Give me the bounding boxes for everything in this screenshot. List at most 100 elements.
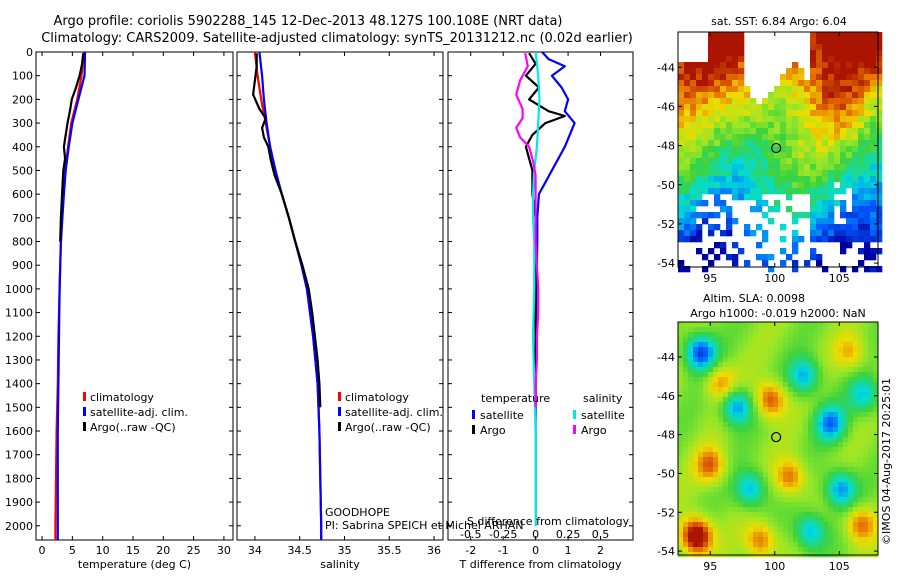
y-tick-label: 0 (26, 46, 33, 59)
legend-label: satellite-adj. clim. (90, 406, 188, 419)
series-line-temperature-argo (524, 52, 566, 408)
series-line-climatology (253, 51, 323, 540)
s-tick-label: 0.5 (592, 528, 610, 541)
x-tick-label: -2 (465, 544, 476, 557)
legend-swatch (573, 410, 576, 419)
x-tick-label: 0 (39, 544, 46, 557)
s-tick-label: -0.25 (489, 528, 517, 541)
temperature-panel: 0 5 10 15 20 25 30 temperature (deg C) 0 100 200 30… (5, 46, 234, 571)
argo-float-marker (771, 431, 782, 443)
s-tick-label: 0 (532, 528, 539, 541)
plot-frame (35, 51, 234, 541)
y-tick-label: 100 (12, 70, 33, 83)
x-axis-label: temperature (deg C) (78, 558, 191, 571)
legend-label: satellite-adj. clim. (345, 406, 443, 419)
x-tick-label: 100 (764, 272, 785, 285)
y-tick-label: -54 (657, 257, 675, 270)
imos-credit: ©IMOS 04-Aug-2017 20:25:01 (880, 378, 893, 545)
x-tick-label: 15 (126, 544, 140, 557)
y-tick-label: -50 (657, 179, 675, 192)
x-tick-label: 2 (597, 544, 604, 557)
legend-swatch (472, 410, 475, 419)
y-tick-label: -48 (657, 429, 675, 442)
x-tick-label: 35 (337, 544, 351, 557)
y-tick-label: 700 (12, 212, 33, 225)
legend-swatch (573, 425, 576, 434)
x-tick-label: 10 (96, 544, 110, 557)
y-tick-label: 300 (12, 117, 33, 130)
argo-float-marker (771, 142, 782, 154)
x-tick-label: 100 (764, 560, 785, 573)
y-tick-label: 1700 (5, 449, 33, 462)
y-tick-label: -52 (657, 506, 675, 519)
y-tick-label: -44 (657, 351, 675, 364)
x-tick-label: 34.5 (287, 544, 312, 557)
x-tick-label: -1 (498, 544, 509, 557)
x-axis-label: salinity (320, 558, 360, 571)
difference-panel: -2 -1 0 1 2T difference from climatology -0.5… (447, 51, 634, 571)
y-tick-label: -54 (657, 545, 675, 558)
series-line-argo-raw-qc- (252, 53, 322, 408)
y-tick-label: 1100 (5, 307, 33, 320)
x-tick-label: 105 (829, 560, 850, 573)
legend-label: climatology (345, 391, 409, 404)
s-axis-label: S difference from climatology (467, 515, 630, 528)
sst-cells (678, 32, 883, 273)
sla-map-subtitle: Argo h1000: -0.019 h2000: NaN (690, 307, 866, 320)
y-tick-label: -46 (657, 100, 675, 113)
y-tick-label: 600 (12, 188, 33, 201)
legend-label: Argo (480, 424, 506, 437)
x-tick-label: 0 (532, 544, 539, 557)
series-line-argo-raw-qc- (59, 53, 85, 242)
legend-swatch (472, 425, 475, 434)
legend-label: satellite (581, 409, 625, 422)
y-tick-label: 1000 (5, 283, 33, 296)
x-tick-label: 34 (248, 544, 262, 557)
x-tick-label: 25 (187, 544, 201, 557)
x-tick-label: 20 (156, 544, 170, 557)
y-tick-label: 900 (12, 259, 33, 272)
y-tick-label: 400 (12, 141, 33, 154)
x-tick-label: 105 (829, 272, 850, 285)
legend-label: Argo(..raw -QC) (345, 421, 431, 434)
y-tick-label: -46 (657, 390, 675, 403)
legend-swatch (83, 407, 86, 416)
series-line-salinity-satellite (531, 51, 541, 526)
x-tick-label: 95 (703, 560, 717, 573)
y-tick-label: 1600 (5, 425, 33, 438)
series-line-temperature-satellite (534, 51, 576, 526)
sla-map-title: Altim. SLA: 0.0098 (703, 292, 805, 305)
map-frame (677, 321, 879, 556)
pi-label: PI: Sabrina SPEICH et Michel ARHAN (325, 519, 524, 532)
y-tick-label: 1900 (5, 496, 33, 509)
y-tick-label: 1500 (5, 401, 33, 414)
figure-title-line1: Argo profile: coriolis 5902288_145 12-De… (54, 14, 563, 29)
x-tick-label: 1 (565, 544, 572, 557)
y-tick-label: -50 (657, 467, 675, 480)
sla-cells (678, 322, 879, 558)
legend-label: satellite (480, 409, 524, 422)
y-tick-label: -48 (657, 140, 675, 153)
x-tick-label: 35.5 (377, 544, 402, 557)
s-tick-label: -0.5 (460, 528, 481, 541)
x-axis-label: T difference from climatology (459, 558, 622, 571)
y-tick-label: 500 (12, 164, 33, 177)
legend-swatch (338, 392, 341, 401)
figure-title-line2: Climatology: CARS2009. Satellite-adjuste… (41, 31, 633, 46)
sst-map-title: sat. SST: 6.84 Argo: 6.04 (711, 15, 847, 28)
series-line-satellite-adj-clim- (56, 51, 87, 540)
s-tick-label: 0.25 (556, 528, 581, 541)
y-tick-label: 1300 (5, 354, 33, 367)
legend-label: Argo (581, 424, 607, 437)
project-label: GOODHOPE (325, 506, 390, 519)
y-tick-label: 800 (12, 236, 33, 249)
sla-map: 95 100 105 -44 -46 -48 -50 -52 -54 (657, 321, 879, 573)
sst-map: 95 100 105 -44 -46 -48 -50 -52 -54 (657, 31, 883, 285)
y-tick-label: -44 (657, 61, 675, 74)
x-tick-label: 5 (69, 544, 76, 557)
legend-header-temperature: temperature (481, 392, 550, 405)
plot-frame (447, 51, 634, 541)
map-frame (677, 31, 879, 268)
y-tick-label: 2000 (5, 520, 33, 533)
